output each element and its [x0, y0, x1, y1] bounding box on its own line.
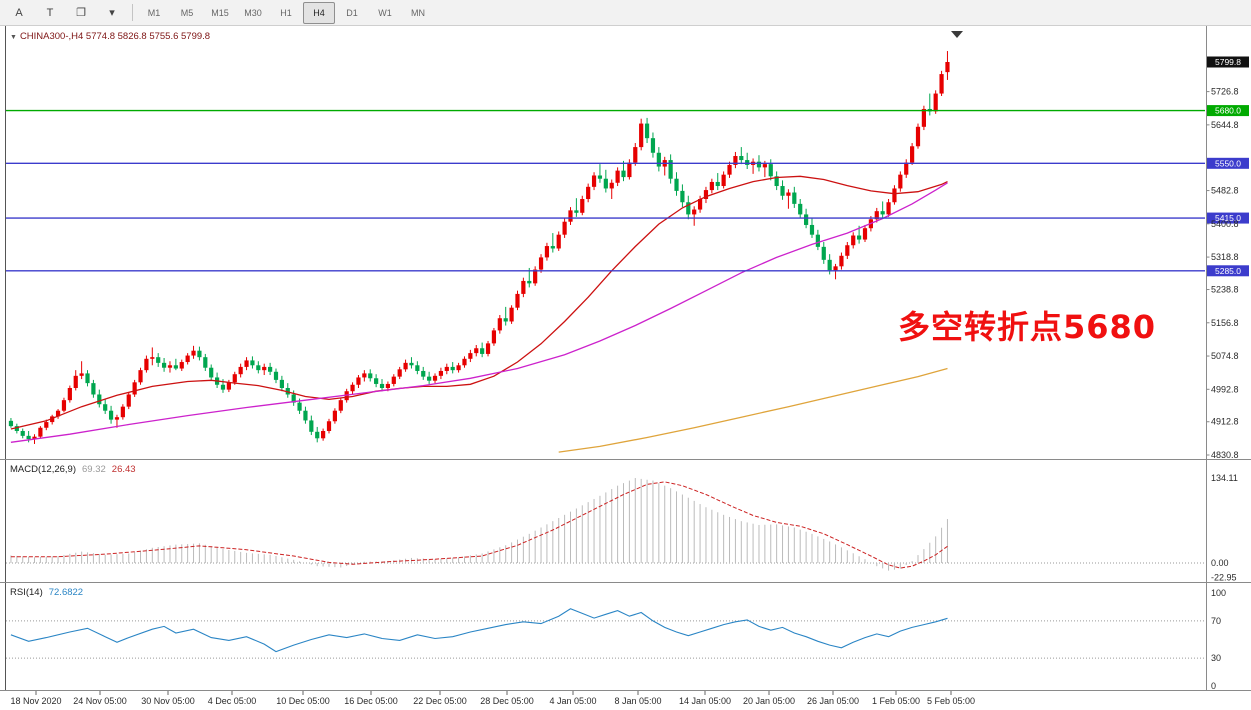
timeframe-button-d1[interactable]: D1 [346, 7, 358, 18]
candles [8, 51, 950, 444]
svg-text:4912.8: 4912.8 [1211, 417, 1239, 427]
svg-text:1 Feb 05:00: 1 Feb 05:00 [872, 696, 920, 706]
svg-text:22 Dec 05:00: 22 Dec 05:00 [413, 696, 467, 706]
svg-text:20 Jan 05:00: 20 Jan 05:00 [743, 696, 795, 706]
svg-text:5156.8: 5156.8 [1211, 318, 1239, 328]
svg-text:14 Jan 05:00: 14 Jan 05:00 [679, 696, 731, 706]
svg-text:5238.8: 5238.8 [1211, 285, 1239, 295]
svg-text:28 Dec 05:00: 28 Dec 05:00 [480, 696, 534, 706]
price-axis-labels: 5726.8 5644.8 5482.8 5400.8 5318.8 5238.8 5156… [1206, 87, 1239, 460]
timeframe-button-h1[interactable]: H1 [280, 7, 292, 18]
timeframe-button-h4[interactable]: H4 [303, 1, 335, 24]
timeframe-button-mn[interactable]: MN [411, 7, 425, 18]
timeframe-button-m30[interactable]: M30 [244, 7, 262, 18]
chart-svg[interactable]: 5680.0 5550.0 5415.0 5285.0 5799.8 5726.8 5644… [0, 26, 1251, 710]
svg-text:5726.8: 5726.8 [1211, 87, 1239, 97]
time-axis-labels: 18 Nov 2020 24 Nov 05:00 30 Nov 05:00 4 Dec… [10, 691, 975, 706]
price-badge-5415.0 [1207, 212, 1249, 224]
chart-canvas[interactable]: 5680.0 5550.0 5415.0 5285.0 5799.8 5726.8 5644… [0, 26, 1251, 710]
macd-histogram [10, 478, 948, 571]
symbol-dropdown-icon[interactable]: ▼ [10, 34, 17, 41]
macd-axis-label: 134.11 [1211, 473, 1238, 483]
annotation-text: 多空转折点5680 [898, 308, 1157, 346]
toolbar-button-arrow-tool[interactable]: A [15, 6, 23, 19]
svg-text:5285.0: 5285.0 [1215, 266, 1241, 276]
ma-slow-orange [558, 367, 948, 453]
macd-axis-label: 0.00 [1211, 558, 1229, 568]
price-badge-5285.0 [1207, 265, 1249, 277]
timeframe-button-m15[interactable]: M15 [211, 7, 229, 18]
timeframe-buttons: M1 M5 M15 M30 H1 H4 D1 W1 MN [138, 1, 434, 24]
price-badge-5680.0 [1207, 105, 1249, 117]
svg-text:4830.8: 4830.8 [1211, 450, 1239, 460]
svg-text:26 Jan 05:00: 26 Jan 05:00 [807, 696, 859, 706]
current-price-badge [1207, 56, 1249, 68]
macd-indicator-label: MACD(12,26,9) 69.32 26.43 [10, 464, 136, 475]
ma-mid-magenta [10, 182, 948, 443]
svg-text:8 Jan 05:00: 8 Jan 05:00 [614, 696, 661, 706]
symbol-ohlc-text: CHINA300-,H4 5774.8 5826.8 5755.6 5799.8 [19, 31, 211, 42]
timeframe-button-m1[interactable]: M1 [147, 7, 161, 18]
rsi-axis-label: 30 [1211, 653, 1221, 663]
rsi-axis-label: 70 [1211, 616, 1221, 626]
svg-text:30 Nov 05:00: 30 Nov 05:00 [141, 696, 195, 706]
svg-text:5 Feb 05:00: 5 Feb 05:00 [927, 696, 975, 706]
svg-text:18 Nov 2020: 18 Nov 2020 [10, 696, 61, 706]
toolbar-separator [132, 4, 133, 21]
svg-text:5074.8: 5074.8 [1211, 351, 1239, 361]
svg-text:5799.8: 5799.8 [1215, 57, 1241, 67]
rsi-name: RSI(14) [10, 587, 43, 598]
ma-fast-red [10, 175, 948, 430]
svg-text:24 Nov 05:00: 24 Nov 05:00 [73, 696, 127, 706]
svg-text:4992.8: 4992.8 [1211, 384, 1239, 394]
svg-text:4 Dec 05:00: 4 Dec 05:00 [208, 696, 257, 706]
rsi-value: 72.6822 [48, 587, 84, 598]
svg-text:5644.8: 5644.8 [1211, 120, 1239, 130]
macd-signal-value: 26.43 [111, 464, 136, 475]
svg-text:5550.0: 5550.0 [1215, 158, 1241, 168]
svg-text:5482.8: 5482.8 [1211, 186, 1239, 196]
macd-signal-line [10, 481, 948, 569]
svg-text:5680.0: 5680.0 [1215, 106, 1241, 116]
macd-axis-label: -22.95 [1211, 573, 1237, 583]
macd-name: MACD(12,26,9) [10, 464, 76, 475]
chart-shift-marker-icon[interactable] [951, 31, 963, 38]
timeframe-button-w1[interactable]: W1 [378, 7, 392, 18]
svg-text:5318.8: 5318.8 [1211, 252, 1239, 262]
price-badge-5550.0 [1207, 157, 1249, 169]
toolbar-button-templates[interactable]: ❐ [76, 7, 86, 19]
svg-text:10 Dec 05:00: 10 Dec 05:00 [276, 696, 330, 706]
macd-main-value: 69.32 [82, 464, 106, 475]
toolbar-left-buttons: A T ❐ ▾ [4, 2, 127, 24]
svg-text:4 Jan 05:00: 4 Jan 05:00 [549, 696, 596, 706]
timeframe-button-m5[interactable]: M5 [180, 7, 194, 18]
toolbar: A T ❐ ▾ M1 M5 M15 M30 H1 H4 D1 W1 MN [0, 0, 1251, 26]
rsi-line [10, 608, 948, 653]
svg-text:5415.0: 5415.0 [1215, 213, 1241, 223]
rsi-indicator-label: RSI(14) 72.6822 [10, 587, 83, 598]
toolbar-button-text-tool[interactable]: T [46, 6, 54, 19]
svg-text:16 Dec 05:00: 16 Dec 05:00 [344, 696, 398, 706]
svg-text:5400.8: 5400.8 [1211, 219, 1239, 229]
rsi-axis-label: 0 [1211, 681, 1216, 691]
rsi-axis-label: 100 [1211, 588, 1226, 598]
symbol-info: ▼ CHINA300-,H4 5774.8 5826.8 5755.6 5799.… [10, 31, 210, 42]
toolbar-button-templates-dropdown[interactable]: ▾ [109, 7, 115, 19]
